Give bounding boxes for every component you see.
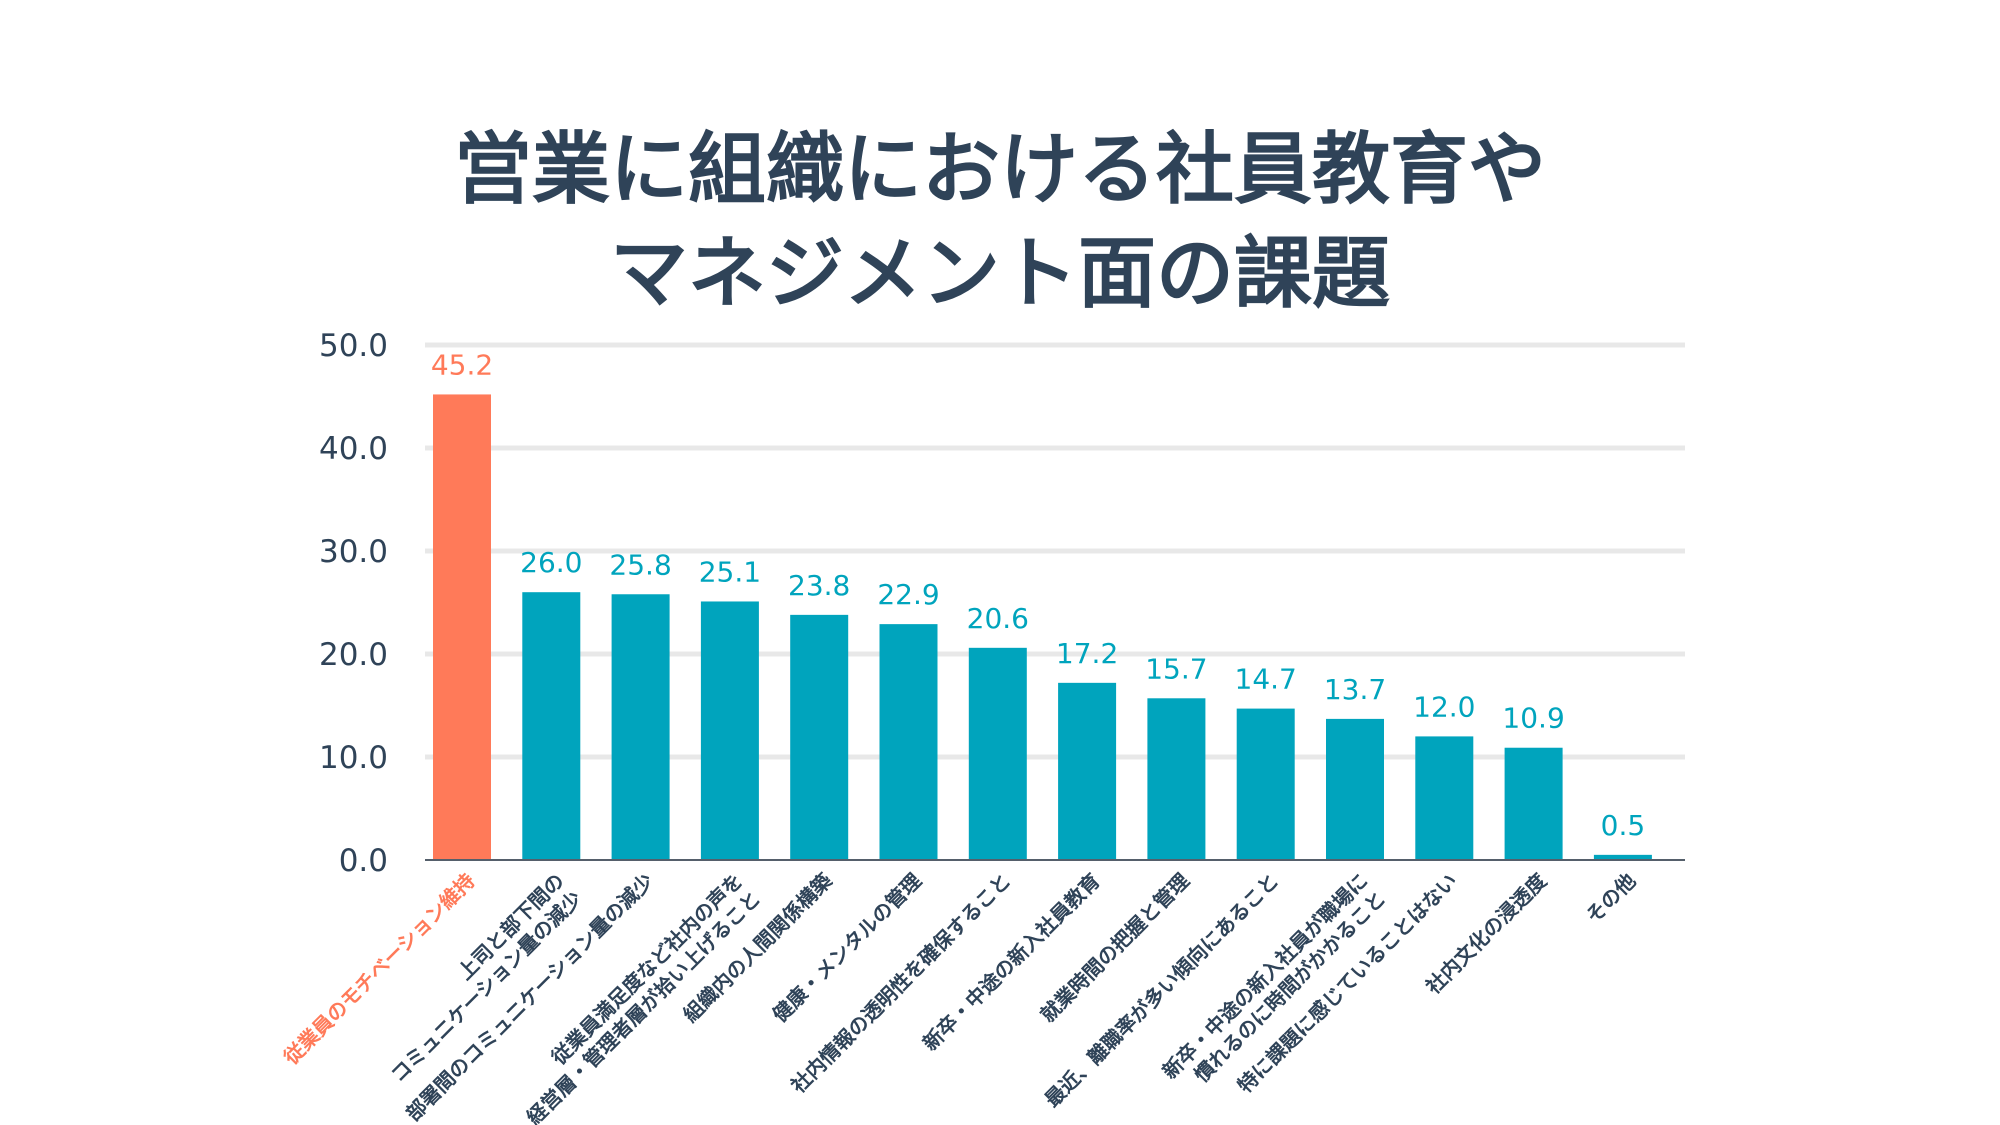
value-label: 0.5 — [1601, 809, 1646, 842]
chart-title-line-1: 営業に組織における社員教育や — [453, 125, 1546, 215]
y-tick-label: 40.0 — [319, 431, 388, 467]
bar — [1504, 747, 1563, 860]
x-category-label-line: 新卒・中途の新入社員教育 — [918, 869, 1105, 1056]
bar — [522, 592, 581, 860]
chart-title: 営業に組織における社員教育や マネジメント面の課題 — [0, 118, 2000, 326]
bar — [433, 394, 491, 860]
chart-title-line-2: マネジメント面の課題 — [609, 229, 1390, 319]
y-tick-label: 30.0 — [319, 534, 388, 570]
bar — [1147, 698, 1206, 860]
bar — [1058, 682, 1117, 860]
x-category-label-line: 就業時間の把握と管理 — [1036, 869, 1194, 1027]
bar — [1415, 736, 1474, 860]
value-label: 10.9 — [1502, 702, 1564, 735]
x-category-label: 新卒・中途の新入社員教育 — [918, 869, 1105, 1056]
x-category-label: 就業時間の把握と管理 — [1036, 869, 1194, 1027]
y-axis-tick-labels: 0.0 10.0 20.0 30.0 40.0 50.0 — [319, 328, 388, 879]
value-label: 15.7 — [1145, 652, 1207, 685]
x-category-label: その他 — [1581, 869, 1640, 928]
value-label: 25.1 — [699, 555, 761, 588]
value-label: 25.8 — [609, 548, 671, 581]
y-tick-label: 10.0 — [319, 740, 388, 776]
value-label: 14.7 — [1235, 663, 1297, 696]
y-tick-label: 0.0 — [339, 843, 388, 879]
value-label: 13.7 — [1324, 673, 1386, 706]
value-label: 12.0 — [1413, 690, 1475, 723]
bar — [1593, 854, 1652, 860]
value-label: 20.6 — [967, 602, 1029, 635]
x-category-label-line: その他 — [1581, 869, 1640, 928]
bar — [1236, 708, 1295, 860]
bar — [790, 614, 849, 860]
bar — [968, 647, 1027, 860]
x-axis-category-labels: 従業員のモチベーション維持上司と部下間のコミュニケーション量の減少部署間のコミュ… — [278, 868, 1640, 1125]
y-tick-label: 50.0 — [319, 328, 388, 364]
x-category-label: 健康・メンタルの管理 — [768, 869, 926, 1027]
value-label: 22.9 — [877, 578, 939, 611]
value-label: 26.0 — [520, 546, 582, 579]
bar — [611, 594, 670, 860]
x-category-label-line: 健康・メンタルの管理 — [768, 869, 926, 1027]
value-label: 23.8 — [788, 569, 850, 602]
y-tick-label: 20.0 — [319, 637, 388, 673]
value-label: 17.2 — [1056, 637, 1118, 670]
value-label: 45.2 — [431, 348, 493, 381]
bar — [879, 624, 938, 860]
bar — [1326, 718, 1384, 860]
value-labels: 45.2 26.0 25.8 25.1 23.8 22.9 20.6 17.2 15.7 14.7… — [431, 348, 1645, 841]
bars — [433, 394, 1652, 860]
bar — [700, 601, 759, 860]
